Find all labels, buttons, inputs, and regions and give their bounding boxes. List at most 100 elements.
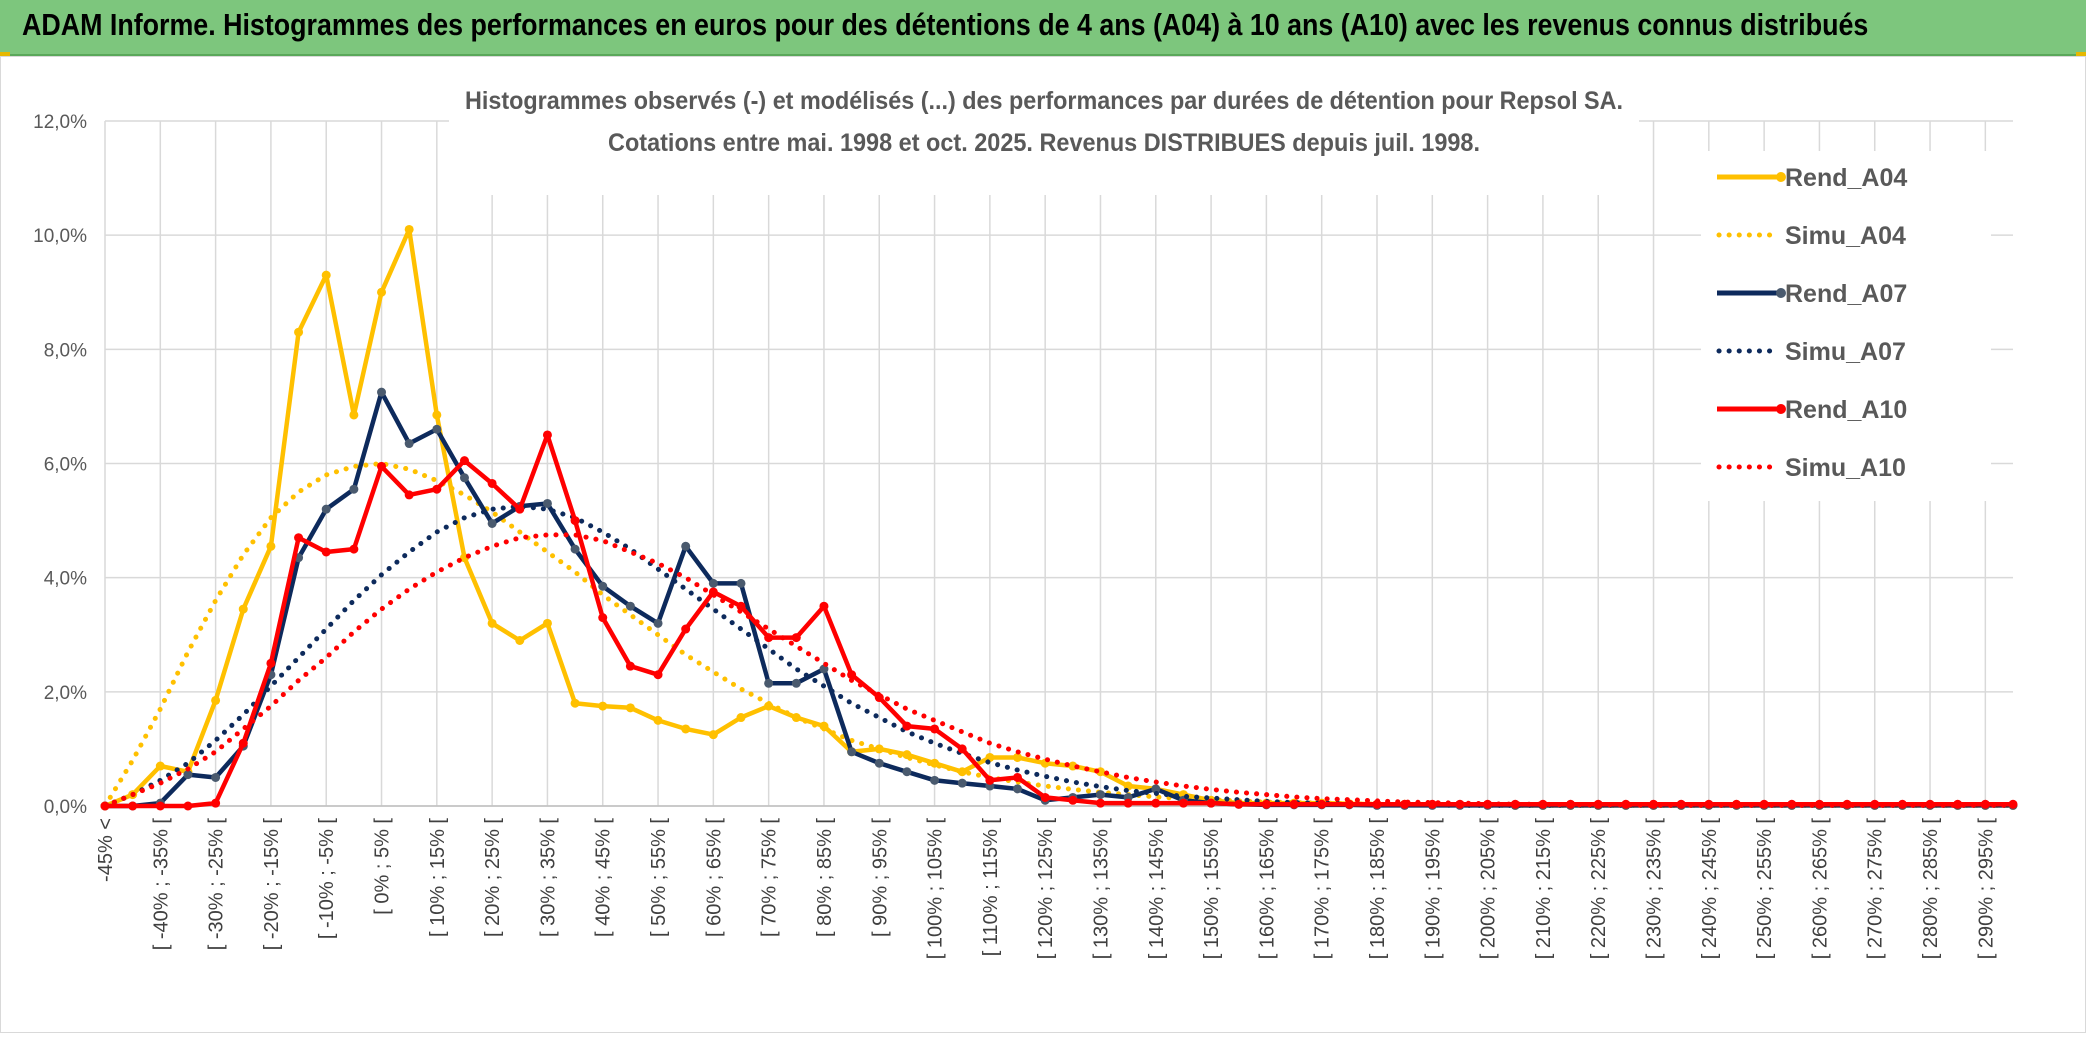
x-tick-label: [ 250% ; 255% [ [1754,818,1776,960]
x-tick-label: [ 70% ; 75% [ [759,818,781,937]
data-point-rend-a10 [625,661,635,671]
data-point-rend-a10 [238,738,248,748]
data-point-rend-a04 [321,270,331,280]
x-tick-label: [ 20% ; 25% [ [482,818,504,937]
y-tick-label: 12,0% [33,112,87,133]
data-point-rend-a10 [155,801,165,811]
data-point-rend-a10 [1289,799,1299,809]
x-tick-label: [ 90% ; 95% [ [869,818,891,937]
x-tick-label: [ 140% ; 145% [ [1146,818,1168,960]
data-point-rend-a04 [1013,752,1023,762]
legend-label-rend-a10: Rend_A10 [1785,396,1907,424]
legend-background [1701,151,1991,501]
x-tick-label: [ 80% ; 85% [ [814,818,836,937]
x-tick-label: [ 30% ; 35% [ [537,818,559,937]
data-point-rend-a07 [708,578,718,588]
histogram-chart: 0,0% 2,0% 4,0% 6,0% 8,0% 10,0% 12,0% -45% < [ -4… [33,85,2018,960]
data-point-rend-a04 [653,715,663,725]
data-point-rend-a07 [1095,790,1105,800]
title-background [449,85,1639,195]
legend-label-simu-a04: Simu_A04 [1785,222,1906,250]
data-point-rend-a10 [459,456,469,466]
data-point-rend-a07 [681,541,691,551]
data-point-rend-a10 [294,533,304,543]
x-tick-label: [ 280% ; 285% [ [1920,818,1942,960]
x-tick-label: [ 230% ; 235% [ [1644,818,1666,960]
data-point-rend-a07 [570,544,580,554]
x-tick-label: [ 240% ; 245% [ [1699,818,1721,960]
data-point-rend-a10 [985,775,995,785]
data-point-rend-a10 [1040,792,1050,802]
data-point-rend-a07 [625,601,635,611]
data-point-rend-a07 [764,678,774,688]
data-point-rend-a04 [515,635,525,645]
data-point-rend-a10 [542,430,552,440]
banner-title: ADAM Informe. Histogrammes des performan… [22,7,1869,42]
y-tick-label: 8,0% [44,340,87,361]
data-point-rend-a10 [1317,799,1327,809]
data-point-rend-a04 [404,224,414,234]
data-point-rend-a07 [542,498,552,508]
x-tick-label: -45% < [95,818,117,882]
data-point-rend-a10 [432,484,442,494]
data-point-rend-a10 [819,601,829,611]
y-tick-label: 0,0% [44,797,87,818]
data-point-rend-a10 [847,670,857,680]
data-point-rend-a04 [211,695,221,705]
data-point-rend-a07 [847,747,857,757]
x-tick-label: [ 110% ; 115% [ [980,818,1002,957]
data-point-rend-a10 [2008,799,2018,809]
data-point-rend-a04 [708,730,718,740]
data-point-rend-a10 [1123,798,1133,808]
series-line-simu-a10 [102,532,2016,809]
data-point-rend-a10 [266,658,276,668]
data-point-rend-a10 [681,624,691,634]
data-point-rend-a10 [377,461,387,471]
x-tick-label: [ -10% ; -5% [ [316,818,338,940]
data-point-rend-a10 [1178,798,1188,808]
data-point-rend-a07 [487,518,497,528]
data-point-rend-a04 [736,713,746,723]
data-point-rend-a07 [459,473,469,483]
data-point-rend-a10 [1538,799,1548,809]
data-point-rend-a10 [736,601,746,611]
x-tick-label: [ 180% ; 185% [ [1367,818,1389,960]
legend-marker-rend-a10 [1776,404,1786,414]
data-point-rend-a07 [321,504,331,514]
x-tick-label: [ 290% ; 295% [ [1975,818,1997,960]
data-point-rend-a07 [791,678,801,688]
data-point-rend-a10 [1234,799,1244,809]
corner-marker [0,52,10,56]
legend-label-rend-a04: Rend_A04 [1785,164,1907,192]
report-banner: ADAM Informe. Histogrammes des performan… [0,0,2086,56]
data-point-rend-a10 [183,801,193,811]
data-point-rend-a04 [570,698,580,708]
x-tick-label: [ -40% ; -35% [ [150,818,172,951]
chart-subtitle: Cotations entre mai. 1998 et oct. 2025. … [608,129,1480,157]
data-point-rend-a10 [515,504,525,514]
data-point-rend-a10 [349,544,359,554]
data-point-rend-a10 [1206,798,1216,808]
x-tick-label: [ 50% ; 55% [ [648,818,670,937]
data-point-rend-a10 [211,798,221,808]
legend-label-simu-a07: Simu_A07 [1785,338,1906,366]
x-tick-label: [ 150% ; 155% [ [1201,818,1223,960]
data-point-rend-a07 [902,767,912,777]
chart-title: Histogrammes observés (-) et modélisés (… [465,87,1623,115]
data-point-rend-a04 [432,410,442,420]
x-tick-label: [ 160% ; 165% [ [1256,818,1278,960]
data-point-rend-a07 [1151,784,1161,794]
data-point-rend-a07 [930,775,940,785]
x-tick-label: [ 60% ; 65% [ [703,818,725,937]
data-point-rend-a07 [957,778,967,788]
data-point-rend-a07 [736,578,746,588]
data-point-rend-a07 [404,439,414,449]
data-point-rend-a10 [1013,772,1023,782]
data-point-rend-a07 [377,387,387,397]
data-point-rend-a10 [128,801,138,811]
data-point-rend-a10 [321,547,331,557]
data-point-rend-a07 [653,618,663,628]
data-point-rend-a10 [1261,799,1271,809]
legend: Rend_A04 Simu_A04 Rend_A07 Simu_A07 Rend_A10… [1701,151,1991,501]
